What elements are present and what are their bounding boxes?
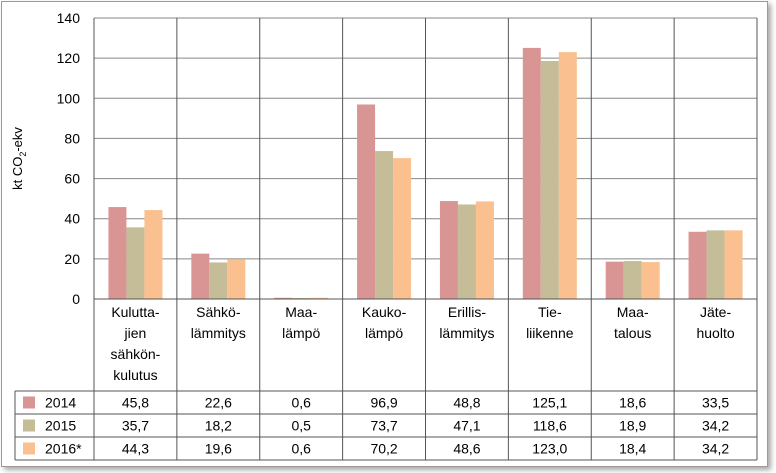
legend-label: 2015 [45, 418, 76, 434]
category-label: Maa- [285, 304, 317, 320]
data-table-cell: 0,6 [291, 395, 311, 411]
bar-2014-7 [688, 231, 707, 299]
y-tick-label: 100 [57, 90, 81, 106]
legend-key-2014 [23, 396, 35, 409]
category-label: liikenne [526, 325, 574, 341]
y-tick-label: 120 [57, 50, 81, 66]
bar-2014-3 [357, 104, 376, 299]
bar-2014-4 [439, 201, 458, 299]
bar-2014-6 [605, 261, 624, 299]
legend-key-2016 [23, 442, 35, 455]
bar-2015-7 [706, 230, 725, 299]
data-table-cell: 33,5 [702, 395, 729, 411]
y-tick-label: 140 [57, 10, 81, 26]
data-table-cell: 118,6 [533, 418, 567, 434]
data-table-cell: 125,1 [532, 395, 567, 411]
data-table-cell: 96,9 [370, 395, 397, 411]
category-label: talous [614, 325, 651, 341]
bar-2016-6 [641, 262, 660, 299]
bar-2015-5 [540, 60, 559, 300]
category-label: kulutus [113, 367, 157, 383]
category-label: Kulutta- [111, 304, 160, 320]
bar-2016-7 [724, 230, 743, 299]
bar-2015-4 [457, 204, 476, 299]
bar-2015-2 [292, 297, 311, 299]
category-label: jien [124, 325, 147, 341]
bar-2015-3 [375, 151, 394, 299]
data-table-cell: 19,6 [205, 441, 232, 457]
y-tick-label: 20 [64, 251, 80, 267]
bar-2014-5 [522, 47, 541, 299]
data-table-cell: 18,6 [619, 395, 646, 411]
bar-2014-2 [274, 297, 293, 299]
category-label: Tie- [538, 304, 562, 320]
data-table-cell: 48,6 [453, 441, 480, 457]
y-tick-label: 40 [64, 211, 80, 227]
data-table-cell: 45,8 [122, 395, 149, 411]
data-table-cell: 34,2 [702, 418, 729, 434]
data-table-cell: 18,4 [619, 441, 646, 457]
bar-2014-0 [108, 207, 127, 299]
data-table-cell: 44,3 [122, 441, 149, 457]
y-axis-label: kt CO2-ekv [10, 127, 28, 190]
category-label: lämpö [365, 325, 403, 341]
bar-2016-4 [475, 201, 494, 299]
bar-2014-1 [191, 253, 210, 299]
legend-key-2015 [23, 419, 35, 432]
legend-label: 2014 [45, 395, 76, 411]
data-table-cell: 22,6 [205, 395, 232, 411]
bar-2015-6 [623, 261, 642, 299]
data-table-cell: 18,9 [619, 418, 646, 434]
category-label: Kauko- [362, 304, 407, 320]
y-tick-label: 80 [64, 130, 80, 146]
category-label: lämmitys [439, 325, 494, 341]
y-tick-label: 60 [64, 171, 80, 187]
category-label: huolto [696, 325, 734, 341]
category-label: sähkön- [111, 346, 161, 362]
legend-label: 2016* [45, 441, 82, 457]
data-table-cell: 34,2 [702, 441, 729, 457]
data-table-cell: 18,2 [205, 418, 232, 434]
data-table-cell: 73,7 [370, 418, 397, 434]
bar-2015-0 [126, 227, 145, 299]
data-table-cell: 0,5 [291, 418, 311, 434]
bar-2016-2 [310, 297, 329, 299]
data-table-cell: 0,6 [291, 441, 311, 457]
bar-2015-1 [209, 262, 228, 299]
category-label: lämmitys [191, 325, 246, 341]
data-table-cell: 47,1 [453, 418, 480, 434]
data-table-cell: 35,7 [122, 418, 149, 434]
category-label: Jäte- [700, 304, 731, 320]
data-table-cell: 70,2 [370, 441, 397, 457]
bar-2016-0 [144, 210, 163, 299]
bar-2016-3 [393, 158, 412, 299]
category-label: lämpö [282, 325, 320, 341]
category-label: Sähkö- [196, 304, 241, 320]
data-table-cell: 48,8 [453, 395, 480, 411]
y-tick-label: 0 [72, 291, 80, 307]
category-label: Erillis- [448, 304, 486, 320]
data-table-cell: 123,0 [532, 441, 567, 457]
bar-2016-1 [227, 259, 246, 299]
bar-2016-5 [558, 52, 577, 299]
category-label: Maa- [617, 304, 649, 320]
